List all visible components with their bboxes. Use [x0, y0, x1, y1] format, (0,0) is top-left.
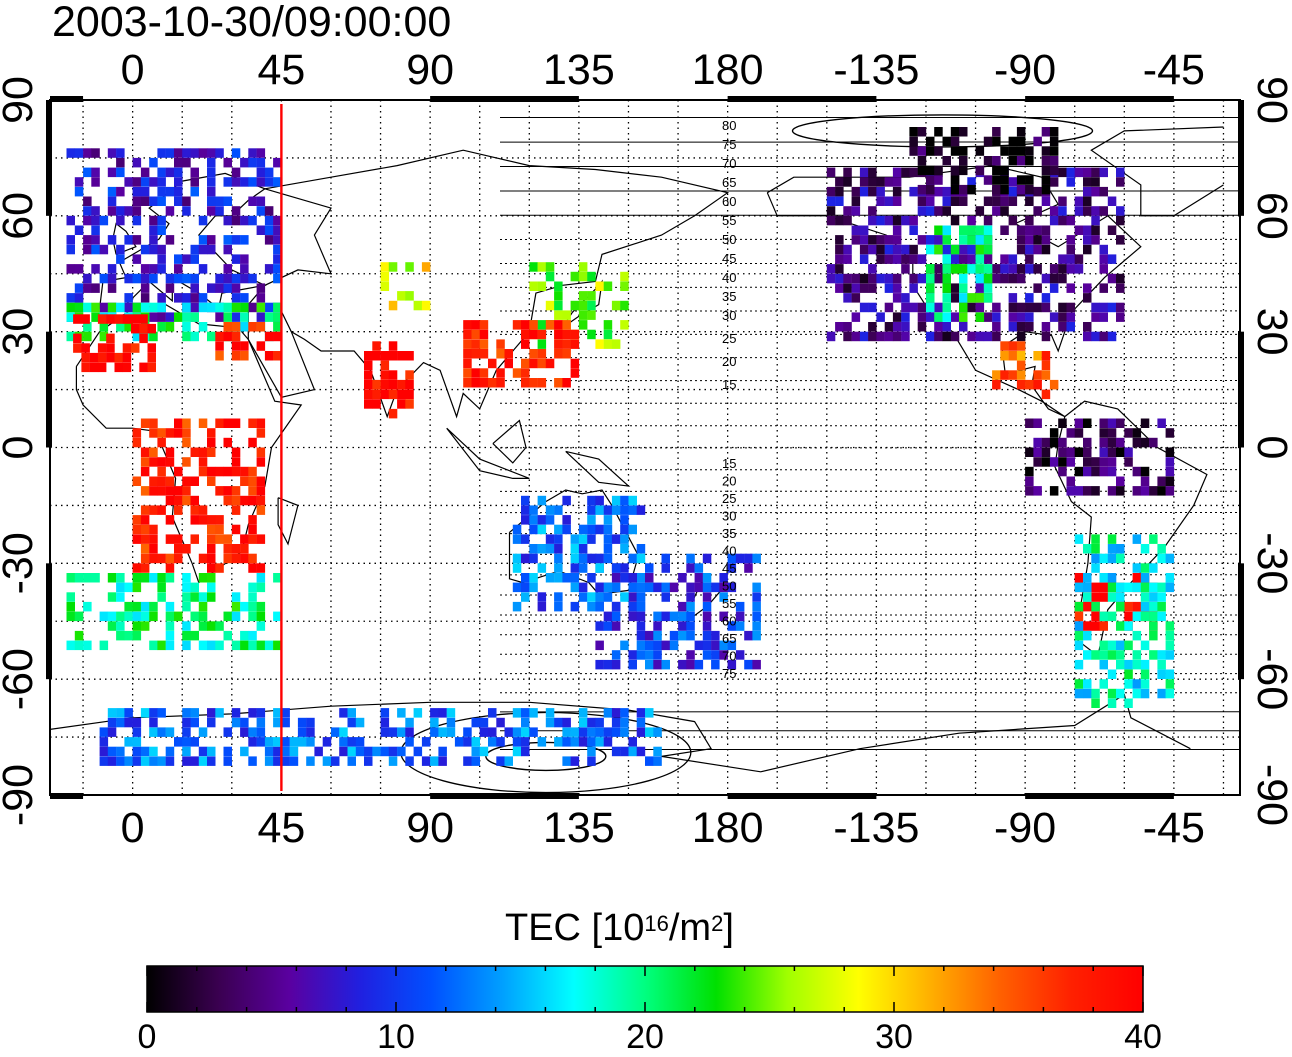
top-lon-label: 180	[692, 46, 764, 94]
right-lat-label: -30	[1248, 532, 1292, 594]
top-lon-label: 0	[121, 46, 145, 94]
mlat-label: 20	[722, 354, 736, 369]
bottom-lon-label: 45	[257, 804, 305, 852]
mlat-label: 60	[722, 614, 736, 629]
mlat-label: 60	[722, 194, 736, 209]
bottom-lon-label: -90	[994, 804, 1056, 852]
top-lon-label: 135	[543, 46, 615, 94]
mlat-label: 65	[722, 175, 736, 190]
mlat-label: 30	[722, 509, 736, 524]
colorbar	[147, 966, 1143, 1012]
colorbar-tick-label: 20	[626, 1018, 664, 1056]
right-lat-label: 0	[1248, 436, 1292, 460]
mlat-label: 25	[722, 331, 736, 346]
bottom-lon-label: 180	[692, 804, 764, 852]
left-lat-label: 60	[0, 192, 42, 240]
right-lat-label: -60	[1248, 648, 1292, 710]
mlat-label: 40	[722, 270, 736, 285]
mlat-label: 55	[722, 596, 736, 611]
mlat-label: 75	[722, 666, 736, 681]
mlat-label: 75	[722, 137, 736, 152]
mlat-label: 55	[722, 213, 736, 228]
mlat-label: 35	[722, 289, 736, 304]
top-lon-label: -135	[833, 46, 919, 94]
colorbar-tick-label: 0	[138, 1018, 157, 1056]
colorbar-tick-label: 40	[1124, 1018, 1162, 1056]
mlat-label: 70	[722, 649, 736, 664]
left-lat-label: -30	[0, 532, 42, 594]
mlat-label: 20	[722, 474, 736, 489]
bottom-lon-label: 90	[406, 804, 454, 852]
right-lat-label: -90	[1248, 764, 1292, 826]
right-lat-label: 30	[1248, 308, 1292, 356]
colorbar-tick-label: 30	[875, 1018, 913, 1056]
right-lat-label: 60	[1248, 192, 1292, 240]
bottom-lon-label: 135	[543, 804, 615, 852]
left-lat-label: 30	[0, 308, 42, 356]
mlat-label: 30	[722, 308, 736, 323]
bottom-lon-label: -45	[1143, 804, 1205, 852]
mlat-label: 15	[722, 456, 736, 471]
bottom-lon-label: -135	[833, 804, 919, 852]
mlat-label: 40	[722, 544, 736, 559]
mlat-label: 15	[722, 377, 736, 392]
mlat-label: 35	[722, 526, 736, 541]
top-lon-label: -90	[994, 46, 1056, 94]
top-lon-label: -45	[1143, 46, 1205, 94]
mlat-label: 50	[722, 232, 736, 247]
mlat-label: 45	[722, 251, 736, 266]
left-lat-label: 90	[0, 76, 42, 124]
top-lon-label: 45	[257, 46, 305, 94]
left-lat-label: -60	[0, 648, 42, 710]
map-plot-area: 80 75 70 65 60 55 50 45 40 35 30 25 20 15 15 20 25 30 35 40…	[46, 96, 1292, 799]
mlat-label: 25	[722, 491, 736, 506]
mlat-label: 50	[722, 579, 736, 594]
right-lat-label: 90	[1248, 76, 1292, 124]
left-lat-label: -90	[0, 764, 42, 826]
top-lon-label: 90	[406, 46, 454, 94]
mlat-label: 80	[722, 118, 736, 133]
mlat-label: 65	[722, 631, 736, 646]
bottom-lon-label: 0	[121, 804, 145, 852]
mlat-label: 70	[722, 156, 736, 171]
colorbar-title: TEC [1016/m2]	[505, 906, 734, 950]
mlat-label: 45	[722, 561, 736, 576]
left-lat-label: 0	[0, 436, 42, 460]
colorbar-tick-label: 10	[377, 1018, 415, 1056]
